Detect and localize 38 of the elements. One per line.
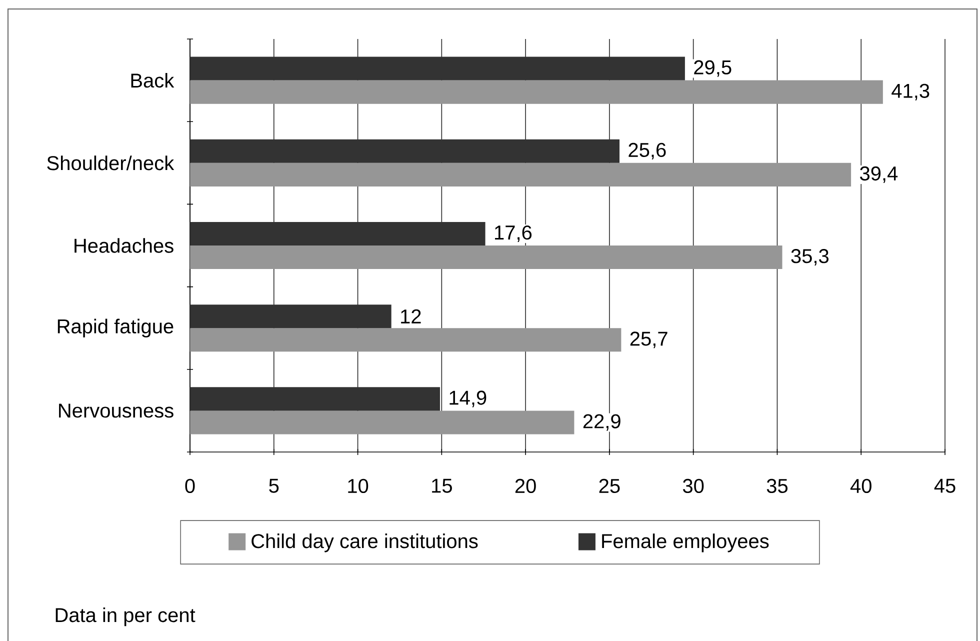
bar [190, 328, 622, 352]
legend-label: Female employees [602, 534, 769, 552]
data-label: 12 [401, 309, 421, 324]
bar [190, 387, 440, 411]
x-tick-label: 25 [599, 478, 620, 494]
data-label: 14,9 [450, 390, 486, 408]
data-label: 29,5 [694, 60, 732, 77]
x-tick-label: 10 [348, 478, 368, 494]
x-tick-label: 30 [682, 478, 704, 494]
y-tick-label: Shoulder/neck [47, 156, 174, 170]
x-tick-label: 45 [934, 478, 956, 493]
bar [190, 222, 486, 246]
data-label: 25,6 [628, 142, 666, 160]
bar [190, 410, 574, 434]
x-tick-label: 5 [269, 478, 279, 493]
y-tick-label: Back [131, 72, 174, 88]
x-tick-label: 20 [515, 478, 536, 494]
text: Data in per cent [56, 608, 196, 626]
x-tick-label: 35 [766, 478, 788, 494]
bar [190, 80, 883, 104]
bar [190, 139, 620, 163]
data-label: 22,9 [583, 414, 620, 431]
bar [190, 304, 392, 328]
y-tick-label: Rapid fatigue [58, 318, 174, 338]
x-tick-label: 15 [432, 478, 452, 493]
bar [190, 56, 685, 80]
data-label: 41,3 [892, 84, 930, 100]
data-label: 25,7 [630, 332, 668, 348]
legend-label: Child day care institutions [252, 534, 478, 552]
y-tick-label: Nervousness [59, 404, 174, 418]
data-label: 39,4 [860, 166, 898, 183]
data-label: 17,6 [495, 225, 532, 242]
bar [190, 162, 852, 186]
y-tick-label: Headaches [74, 238, 174, 253]
data-label: 35,3 [791, 249, 828, 266]
x-tick-label: 0 [185, 478, 195, 494]
x-tick-label: 40 [850, 478, 872, 494]
bar [190, 246, 782, 270]
